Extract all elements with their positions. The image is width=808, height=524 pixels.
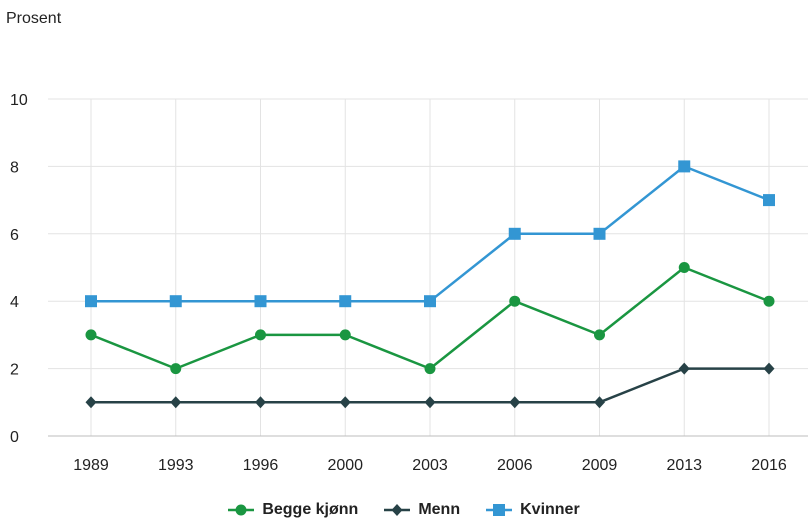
legend-item[interactable]: Menn bbox=[384, 501, 460, 519]
y-tick-label: 4 bbox=[10, 294, 19, 311]
legend-item[interactable]: Kvinner bbox=[486, 501, 580, 519]
y-tick-label: 0 bbox=[10, 429, 19, 446]
data-point bbox=[508, 227, 521, 240]
data-point bbox=[678, 160, 691, 173]
data-point bbox=[509, 295, 521, 307]
data-point bbox=[594, 329, 605, 341]
legend-label: Menn bbox=[418, 501, 461, 518]
data-point bbox=[339, 295, 352, 308]
legend-swatch bbox=[384, 504, 411, 516]
x-tick-label: 2016 bbox=[751, 457, 787, 474]
legend-swatch bbox=[486, 504, 513, 516]
data-point bbox=[424, 295, 436, 308]
data-point bbox=[85, 329, 97, 341]
data-point bbox=[339, 329, 351, 341]
y-tick-label: 8 bbox=[10, 159, 19, 176]
x-tick-label: 2006 bbox=[497, 457, 533, 474]
data-point bbox=[509, 396, 521, 409]
data-point bbox=[763, 295, 775, 307]
x-tick-label: 1993 bbox=[158, 457, 194, 474]
x-tick-label: 2013 bbox=[666, 457, 702, 474]
data-point bbox=[763, 194, 775, 207]
data-point bbox=[254, 295, 267, 308]
data-point bbox=[255, 396, 266, 409]
legend-swatch bbox=[228, 504, 255, 516]
y-tick-label: 10 bbox=[10, 92, 28, 109]
legend-label: Begge kjønn bbox=[262, 501, 359, 518]
y-tick-label: 6 bbox=[10, 227, 19, 244]
data-point bbox=[255, 329, 266, 341]
data-point bbox=[85, 396, 97, 409]
data-point bbox=[593, 227, 606, 240]
data-point bbox=[170, 396, 182, 409]
y-axis-label: Prosent bbox=[6, 10, 62, 27]
data-point bbox=[678, 262, 690, 273]
y-tick-label: 2 bbox=[10, 362, 19, 379]
data-point bbox=[170, 363, 182, 375]
plot-area: 0 2 4 6 8 10 1989 1993 1996 2000 2003 2006 2009 2013 2… bbox=[10, 92, 808, 474]
data-point bbox=[169, 295, 182, 308]
legend-item[interactable]: Begge kjønn bbox=[228, 501, 358, 519]
data-point bbox=[424, 363, 436, 375]
x-tick-label: 1989 bbox=[73, 457, 109, 474]
x-tick-label: 1996 bbox=[243, 457, 279, 474]
data-point bbox=[763, 362, 775, 375]
legend-label: Kvinner bbox=[520, 501, 580, 518]
x-tick-label: 2000 bbox=[327, 457, 363, 474]
x-tick-label: 2009 bbox=[582, 457, 618, 474]
data-point bbox=[424, 396, 436, 409]
data-point bbox=[678, 362, 690, 375]
x-tick-label: 2003 bbox=[412, 457, 448, 474]
data-point bbox=[85, 295, 97, 308]
data-point bbox=[339, 396, 351, 409]
legend: Begge kjønn Menn Kvinner bbox=[0, 497, 808, 523]
data-point bbox=[594, 396, 605, 409]
